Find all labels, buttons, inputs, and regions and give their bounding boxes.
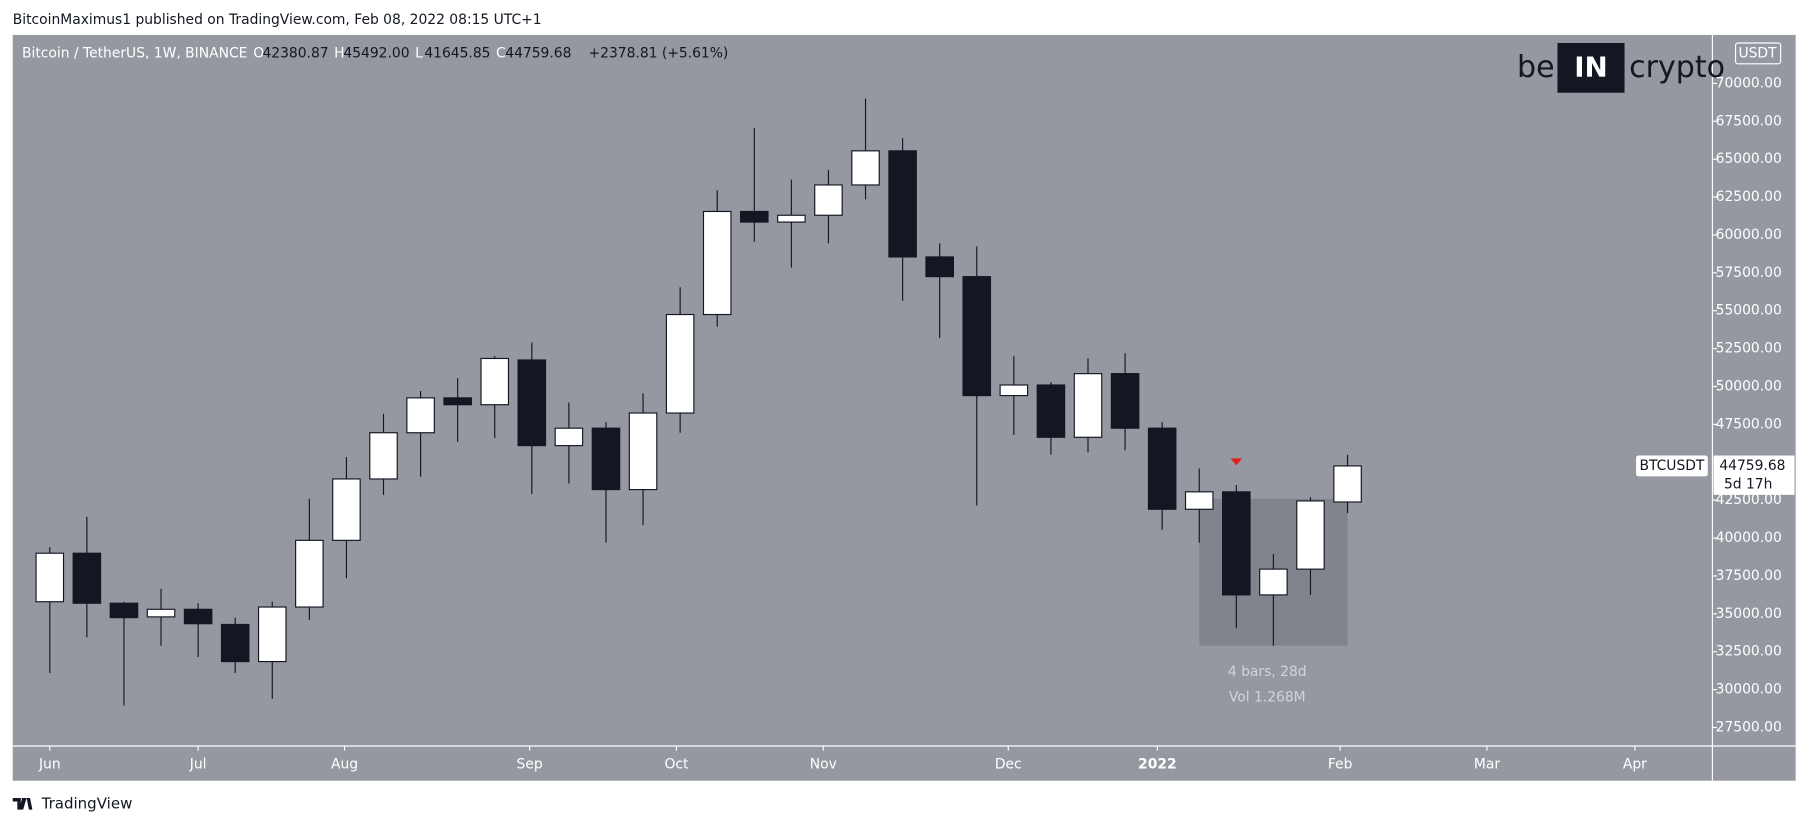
candle-body xyxy=(146,608,176,618)
candle-body xyxy=(517,359,547,447)
y-tick-label: 47500.00 xyxy=(1716,416,1782,432)
candle-body xyxy=(1296,500,1325,570)
candle-body xyxy=(295,539,324,608)
published-line: BitcoinMaximus1 published on TradingView… xyxy=(13,12,542,28)
chart-background xyxy=(12,34,1796,781)
x-tick-label: Oct xyxy=(664,757,689,773)
candle-body xyxy=(702,210,732,316)
y-tick-label: 70000.00 xyxy=(1716,75,1782,91)
x-tick-label: Dec xyxy=(995,757,1022,773)
candle-body xyxy=(1259,568,1288,596)
y-tick-label: 35000.00 xyxy=(1716,606,1782,622)
x-tick-label: Jul xyxy=(189,757,207,773)
x-tick-label: 2022 xyxy=(1138,757,1177,773)
candle-body xyxy=(257,606,287,663)
currency-box xyxy=(1734,42,1782,65)
candle-body xyxy=(443,397,472,406)
legend-key: L xyxy=(415,45,423,61)
x-tick-label: Feb xyxy=(1328,757,1353,773)
legend-key: C xyxy=(496,45,506,61)
candle-body xyxy=(369,432,398,480)
candle-body xyxy=(814,184,843,216)
x-tick-label: Apr xyxy=(1623,757,1647,773)
candle-body xyxy=(1184,491,1214,510)
legend-change: +2378.81 (+5.61%) xyxy=(589,45,729,61)
price-label: 44759.68 xyxy=(1719,458,1785,474)
candle-body xyxy=(1073,373,1103,438)
candle-body xyxy=(220,623,250,663)
legend-value: 45492.00 xyxy=(343,45,409,61)
logo-text: IN xyxy=(1574,50,1608,83)
y-tick-label: 42500.00 xyxy=(1716,492,1782,508)
measure-volume: Vol 1.268M xyxy=(1229,689,1306,705)
candle-body xyxy=(851,150,880,186)
legend-value: 44759.68 xyxy=(505,45,571,61)
logo-text: crypto xyxy=(1629,50,1725,85)
y-tick-label: 65000.00 xyxy=(1716,151,1782,167)
y-tick-label: 40000.00 xyxy=(1716,530,1782,546)
candle-body xyxy=(109,602,139,619)
candle-body xyxy=(888,150,917,258)
x-tick-label: Mar xyxy=(1474,757,1500,773)
x-tick-label: Sep xyxy=(517,757,543,773)
candle-body xyxy=(739,210,769,223)
y-tick-label: 32500.00 xyxy=(1716,644,1782,660)
candle-body xyxy=(925,256,954,278)
legend-key: H xyxy=(334,45,344,61)
y-tick-label: 27500.00 xyxy=(1716,720,1782,736)
signal-arrow xyxy=(1230,458,1243,466)
price-label-box xyxy=(1713,455,1795,495)
candle-body xyxy=(591,427,621,491)
y-tick-label: 37500.00 xyxy=(1716,568,1782,584)
candle-body xyxy=(628,412,658,491)
logo-text: be xyxy=(1517,50,1555,85)
symbol-title: Bitcoin / TetherUS, 1W, BINANCE xyxy=(22,45,247,61)
y-tick-label: 57500.00 xyxy=(1716,265,1782,281)
countdown-label: 5d 17h xyxy=(1724,476,1772,492)
candle-body xyxy=(1110,373,1140,429)
candle-body xyxy=(35,552,65,603)
candle-body xyxy=(777,214,806,223)
x-tick-label: Aug xyxy=(331,757,358,773)
candle-body xyxy=(999,384,1029,397)
plot xyxy=(35,98,1362,706)
y-tick-label: 55000.00 xyxy=(1716,303,1782,319)
currency-label: USDT xyxy=(1738,45,1777,61)
logo: be IN crypto xyxy=(1517,43,1725,93)
tv-icon xyxy=(12,798,33,810)
y-tick-label: 60000.00 xyxy=(1716,227,1782,243)
x-tick-label: Nov xyxy=(810,757,837,773)
candle-body xyxy=(554,427,584,447)
candle-body xyxy=(406,397,435,434)
candle-body xyxy=(665,313,695,414)
ticker-box xyxy=(1636,455,1708,477)
footer-logo: TradingView xyxy=(12,794,133,812)
legend-key: O xyxy=(253,45,264,61)
legend-value: 41645.85 xyxy=(424,45,490,61)
legend-value: 42380.87 xyxy=(262,45,328,61)
y-tick-label: 62500.00 xyxy=(1716,189,1782,205)
candle-body xyxy=(480,357,510,406)
candle-body xyxy=(1147,427,1177,510)
ticker-label: BTCUSDT xyxy=(1639,458,1704,474)
candle-body xyxy=(1222,491,1251,596)
candle-body xyxy=(183,608,213,625)
footer-text: TradingView xyxy=(41,794,133,812)
y-tick-label: 50000.00 xyxy=(1716,379,1782,395)
candle-body xyxy=(1333,465,1362,503)
x-tick-label: Jun xyxy=(38,757,61,773)
y-tick-label: 67500.00 xyxy=(1716,113,1782,129)
candle-body xyxy=(1036,384,1066,438)
candle-body xyxy=(332,478,361,541)
y-tick-label: 30000.00 xyxy=(1716,682,1782,698)
y-tick-label: 52500.00 xyxy=(1716,341,1782,357)
candle-body xyxy=(72,552,102,604)
candle-body xyxy=(962,276,992,397)
logo-box xyxy=(1557,43,1625,93)
measure-bars: 4 bars, 28d xyxy=(1228,664,1307,680)
